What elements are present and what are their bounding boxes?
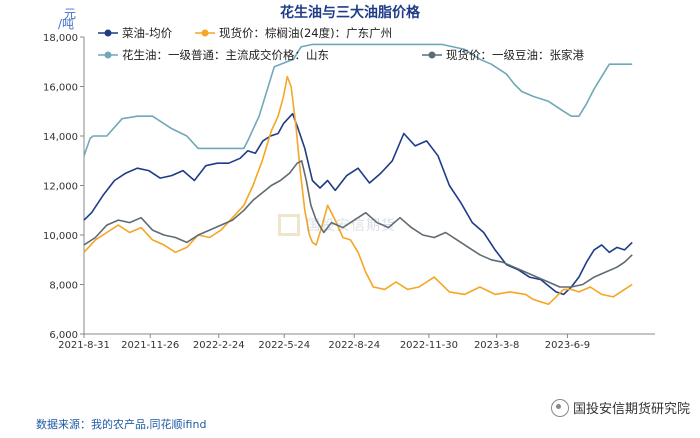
legend-marker-3 xyxy=(104,51,112,59)
legend-label-2: 现货价：棕榈油(24度)：广东广州 xyxy=(219,26,392,40)
unit-label-bottom: /吨 xyxy=(58,17,74,31)
series-line-2 xyxy=(83,75,633,306)
series-line-1 xyxy=(83,112,633,296)
x-tick-label: 2021-11-26 xyxy=(121,340,179,351)
watermark-logo-icon xyxy=(278,214,300,236)
watermark-text: 国投安信期货 xyxy=(306,218,396,234)
brand-name: 国投安信期货研究院 xyxy=(572,402,690,417)
watermark: 国投安信期货 xyxy=(278,214,396,236)
data-source-note: 数据来源：我的农产品,同花顺ifind xyxy=(36,418,207,431)
y-tick-label: 6,000 xyxy=(49,330,78,341)
x-tick-label: 2022-5-24 xyxy=(258,340,310,351)
x-tick-label: 2023-3-8 xyxy=(474,340,519,351)
legend-marker-2 xyxy=(201,29,209,37)
brand-credit: 国投安信期货研究院 xyxy=(550,398,690,417)
y-tick-label: 14,000 xyxy=(43,132,78,143)
legend-label-3: 花生油：一级普通：主流成交价格：山东 xyxy=(122,48,329,62)
wechat-brand-icon xyxy=(550,398,569,417)
x-tick-label: 2022-8-24 xyxy=(328,340,380,351)
y-tick-label: 18,000 xyxy=(43,33,78,44)
legend-label-4: 现货价：一级豆油：张家港 xyxy=(446,48,584,62)
y-tick-label: 16,000 xyxy=(43,83,78,94)
series-line-3 xyxy=(83,43,633,157)
legend-label-1: 菜油-均价 xyxy=(122,26,173,40)
legend-marker-4 xyxy=(428,51,436,59)
y-tick-label: 12,000 xyxy=(43,182,78,193)
legend-marker-1 xyxy=(104,29,112,37)
x-tick-label: 2022-2-24 xyxy=(193,340,245,351)
x-tick-label: 2022-11-30 xyxy=(400,340,458,351)
y-tick-label: 10,000 xyxy=(43,231,78,242)
x-tick-label: 2023-6-9 xyxy=(545,340,590,351)
series-line-4 xyxy=(83,160,633,288)
chart-title: 花生油与三大油脂价格 xyxy=(280,4,421,21)
y-tick-label: 8,000 xyxy=(49,281,78,292)
x-tick-label: 2021-8-31 xyxy=(58,340,110,351)
unit-label-top: 元 xyxy=(64,7,76,21)
